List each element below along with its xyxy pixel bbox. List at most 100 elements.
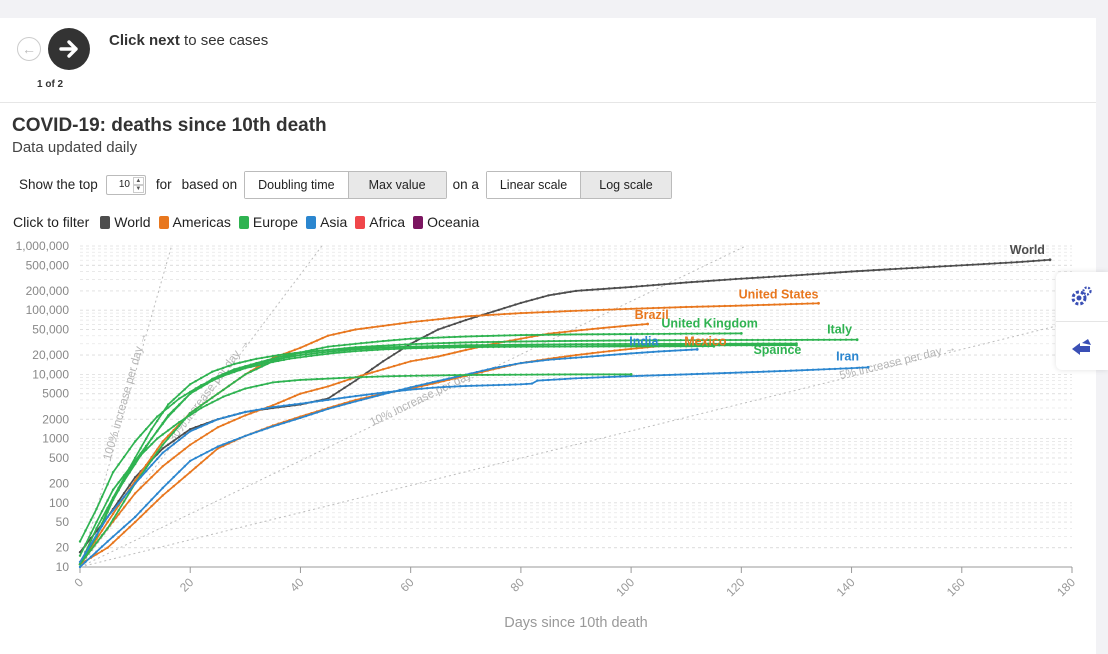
data-point-india xyxy=(679,349,682,352)
data-point-united-kingdom xyxy=(376,340,379,343)
x-tick-label: 180 xyxy=(1054,575,1078,599)
settings-button[interactable] xyxy=(1068,284,1094,310)
data-point-world xyxy=(877,268,881,272)
max-value-button[interactable]: Max value xyxy=(347,171,446,198)
data-point-europe xyxy=(95,520,98,524)
data-point-india xyxy=(255,430,258,434)
data-point-india xyxy=(475,370,478,374)
data-point-europe xyxy=(426,374,429,377)
data-point-india xyxy=(618,353,622,356)
data-point-india xyxy=(310,413,313,416)
data-point-europe xyxy=(663,345,666,348)
data-point-united-states xyxy=(591,309,594,312)
data-point-europe xyxy=(233,370,236,374)
previous-button[interactable]: ← xyxy=(17,37,41,61)
data-point-united-kingdom xyxy=(596,333,600,336)
log-scale-button[interactable]: Log scale xyxy=(580,171,671,198)
stepper-down-icon[interactable]: ▼ xyxy=(132,184,144,193)
filter-asia[interactable]: Asia xyxy=(306,214,347,230)
based-on-label: based on xyxy=(181,177,238,192)
data-point-iran xyxy=(95,533,98,537)
data-point-world xyxy=(1021,260,1024,263)
data-point-india xyxy=(189,459,192,463)
data-point-france xyxy=(685,342,688,345)
data-point-italy xyxy=(453,341,456,344)
data-point-iran xyxy=(437,386,440,389)
data-point-iran xyxy=(343,396,346,399)
data-point-india xyxy=(122,525,126,528)
data-point-india xyxy=(227,441,230,444)
data-point-united-states xyxy=(387,323,390,327)
data-point-mexico xyxy=(602,350,605,353)
data-point-brazil xyxy=(453,351,456,354)
data-point-europe xyxy=(552,345,556,348)
data-point-france xyxy=(354,348,357,351)
filter-americas[interactable]: Americas xyxy=(158,214,231,230)
data-point-united-states xyxy=(618,308,622,311)
data-point-mexico xyxy=(624,348,627,351)
data-point-brazil xyxy=(216,426,219,429)
data-point-united-kingdom xyxy=(723,332,726,335)
data-point-united-states xyxy=(624,307,627,311)
data-point-iran xyxy=(161,451,164,454)
data-point-united-kingdom xyxy=(216,392,219,395)
filter-africa[interactable]: Africa xyxy=(355,214,405,230)
data-point-europe xyxy=(150,421,153,424)
data-point-united-kingdom xyxy=(200,404,203,407)
data-point-united-states xyxy=(635,307,638,310)
data-point-united-states xyxy=(370,326,374,329)
data-point-brazil xyxy=(343,379,346,383)
data-point-spain xyxy=(178,393,181,396)
next-button[interactable] xyxy=(48,28,90,70)
data-point-italy xyxy=(663,339,666,342)
doubling-time-button[interactable]: Doubling time xyxy=(245,171,348,198)
data-point-france xyxy=(475,343,478,347)
data-point-india xyxy=(558,357,561,361)
data-point-india xyxy=(640,351,644,354)
data-point-france xyxy=(122,479,126,482)
data-point-united-states xyxy=(398,322,401,325)
data-point-france xyxy=(326,350,330,353)
top-n-stepper[interactable]: 10 ▲ ▼ xyxy=(105,174,146,195)
filter-oceania[interactable]: Oceania xyxy=(413,214,479,230)
data-point-india xyxy=(370,395,374,399)
data-point-world xyxy=(833,271,837,274)
data-point-france xyxy=(635,342,638,346)
data-point-france xyxy=(359,347,363,351)
data-point-world xyxy=(806,273,809,276)
data-point-brazil xyxy=(519,337,523,340)
data-point-world xyxy=(905,267,908,270)
data-point-spain xyxy=(277,353,280,357)
filter-europe[interactable]: Europe xyxy=(238,214,298,230)
data-point-world xyxy=(971,263,974,266)
data-point-united-states xyxy=(326,334,330,337)
data-point-europe xyxy=(640,345,644,348)
data-point-france xyxy=(310,352,313,355)
data-point-france xyxy=(161,421,164,425)
linear-scale-button[interactable]: Linear scale xyxy=(486,171,581,198)
data-point-united-states xyxy=(547,310,550,314)
data-point-united-kingdom xyxy=(194,408,197,411)
stepper-up-icon[interactable]: ▲ xyxy=(132,176,144,185)
data-point-france xyxy=(718,342,721,345)
data-point-italy xyxy=(596,339,600,342)
series-line-spain xyxy=(79,344,797,565)
data-point-world xyxy=(751,276,754,280)
data-point-europe xyxy=(332,351,335,355)
data-point-iran xyxy=(613,375,616,378)
filter-world[interactable]: World xyxy=(100,214,151,230)
data-point-france xyxy=(756,342,760,345)
data-point-united-kingdom xyxy=(674,332,677,335)
data-point-italy xyxy=(547,340,550,343)
data-point-spain xyxy=(304,350,308,354)
data-point-united-kingdom xyxy=(613,333,616,336)
data-point-europe xyxy=(475,373,478,377)
data-point-europe xyxy=(563,345,567,348)
data-point-united-kingdom xyxy=(227,384,230,388)
data-point-india xyxy=(426,382,429,385)
share-button[interactable] xyxy=(1068,333,1094,359)
data-point-europe xyxy=(100,510,104,513)
data-point-europe xyxy=(607,373,611,376)
data-point-europe xyxy=(200,384,203,387)
data-point-india xyxy=(106,540,109,543)
